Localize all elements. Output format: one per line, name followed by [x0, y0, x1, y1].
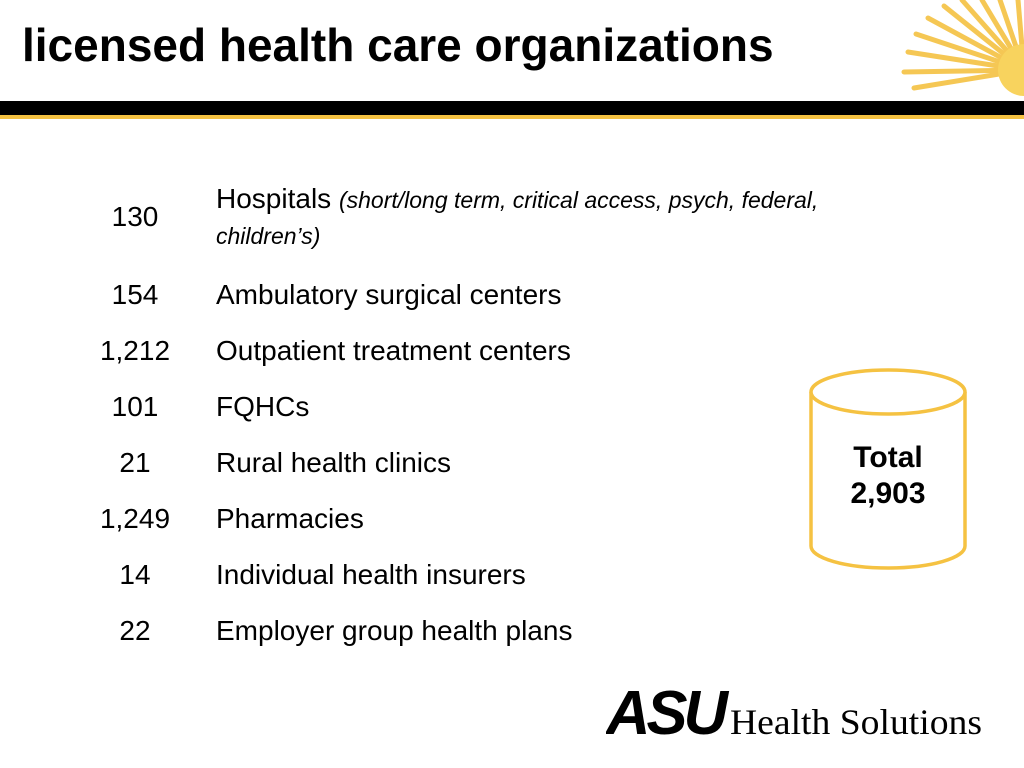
header-accent-rule [0, 115, 1024, 119]
table-row: 21 Rural health clinics [0, 447, 800, 503]
row-count: 1,249 [99, 503, 171, 534]
row-label: FQHCs [216, 391, 310, 422]
table-row: 14 Individual health insurers [0, 559, 800, 615]
row-label: Outpatient treatment centers [216, 335, 571, 366]
table-row: 130 Hospitals (short/long term, critical… [0, 183, 819, 249]
row-count: 21 [119, 447, 151, 478]
row-label: Pharmacies [216, 503, 364, 534]
row-label: Individual health insurers [216, 559, 526, 590]
total-value: 2,903 [850, 477, 926, 510]
logo-mark: ASU [606, 680, 730, 740]
page-title: licensed health care organizations [22, 19, 774, 71]
table-row: 1,212 Outpatient treatment centers [0, 335, 800, 391]
row-count: 101 [111, 391, 159, 422]
table-row: 22 Employer group health plans [0, 615, 800, 671]
logo-text: Health Solutions [730, 702, 982, 740]
row-count: 1,212 [99, 335, 171, 366]
row-count: 154 [111, 279, 159, 310]
total-cylinder-icon [809, 368, 967, 570]
table-row: 101 FQHCs [0, 391, 800, 447]
row-note-continued: children’s) [216, 223, 321, 249]
total-box: Total 2,903 [808, 440, 968, 512]
row-count: 22 [119, 615, 151, 646]
row-label: Ambulatory surgical centers [216, 279, 562, 310]
row-note: (short/long term, critical access, psych… [338, 187, 819, 213]
row-count: 14 [119, 559, 151, 590]
row-label: Employer group health plans [216, 615, 573, 646]
row-label-text: Hospitals [216, 183, 332, 214]
row-count: 130 [111, 201, 159, 232]
asu-health-solutions-logo: ASU Health Solutions [606, 680, 982, 740]
table-row: 154 Ambulatory surgical centers [0, 279, 800, 335]
header-rule [0, 101, 1024, 115]
row-label: Rural health clinics [216, 447, 451, 478]
total-label: Total [853, 441, 923, 474]
sunburst-icon [901, 0, 1024, 96]
table-row: 1,249 Pharmacies [0, 503, 800, 559]
row-label: Hospitals (short/long term, critical acc… [216, 183, 818, 215]
